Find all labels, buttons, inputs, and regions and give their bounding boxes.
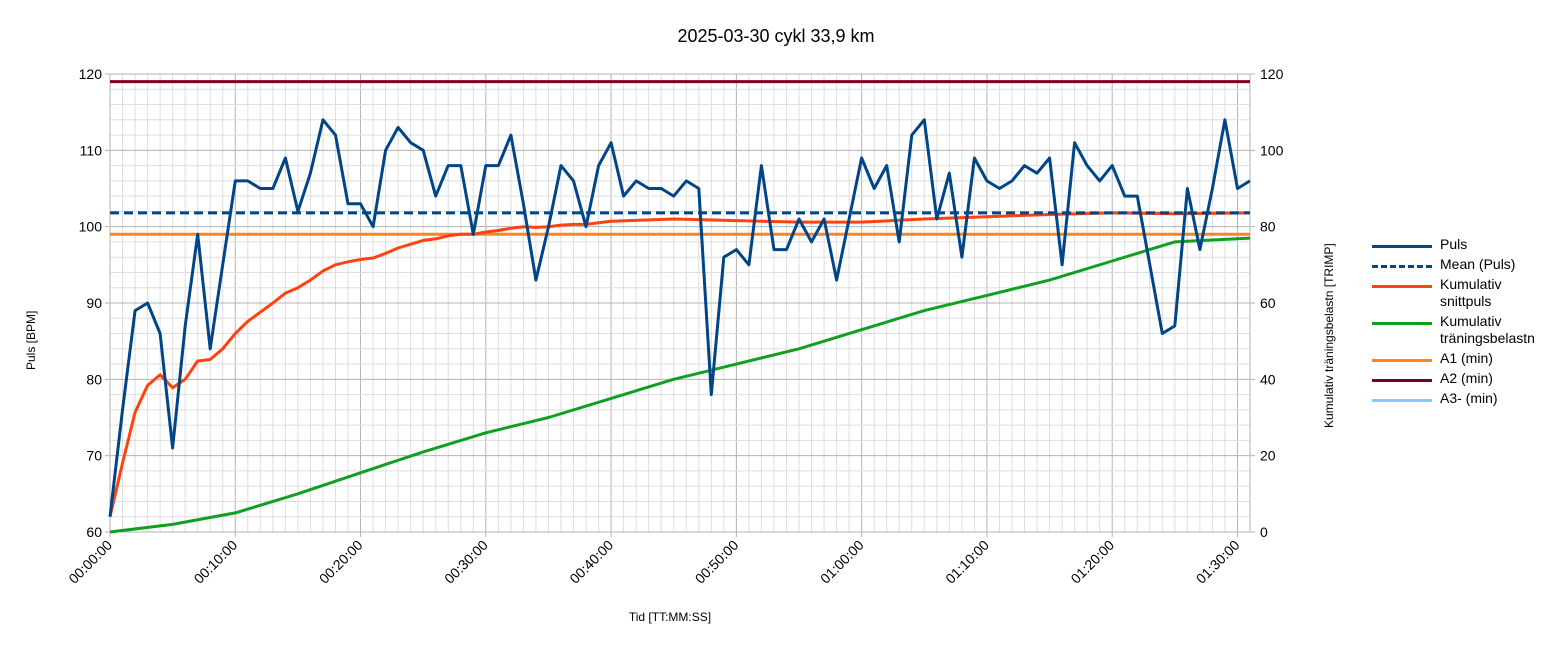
legend-label: A1 (min): [1440, 350, 1493, 366]
y-left-tick-label: 80: [86, 371, 102, 387]
y-right-tick-label: 60: [1260, 295, 1276, 311]
x-tick-label: 00:50:00: [692, 537, 742, 587]
y-axis-left-label: Puls [BPM]: [24, 310, 38, 370]
y-left-tick-label: 70: [86, 448, 102, 464]
legend-label: Kumulativ snittpuls: [1440, 276, 1502, 309]
x-tick-label: 00:40:00: [566, 537, 616, 587]
legend-item: Kumulativ träningsbelastn: [1372, 313, 1550, 347]
y-right-tick-label: 20: [1260, 448, 1276, 464]
y-right-tick-label: 120: [1260, 66, 1284, 82]
x-tick-label: 00:10:00: [191, 537, 241, 587]
series-line-kumulativ-träningsbelastn: [109, 236, 1251, 534]
y-right-tick-label: 40: [1260, 371, 1276, 387]
series-line-puls: [108, 118, 1251, 517]
legend-item: Mean (Puls): [1372, 256, 1550, 273]
legend-item: Puls: [1372, 236, 1550, 253]
legend-item: A3- (min): [1372, 390, 1550, 407]
legend-item: Kumulativ snittpuls: [1372, 276, 1550, 310]
y-left-tick-label: 110: [80, 142, 103, 158]
y-left-tick-label: 90: [86, 295, 102, 311]
legend-swatch: [1372, 265, 1432, 268]
chart-title: 2025-03-30 cykl 33,9 km: [677, 26, 875, 46]
legend-swatch: [1372, 359, 1432, 362]
legend-label: Puls: [1440, 236, 1468, 252]
y-right-tick-label: 80: [1260, 219, 1276, 235]
x-tick-label: 00:30:00: [441, 537, 491, 587]
legend-swatch: [1372, 245, 1432, 248]
x-tick-label: 01:30:00: [1193, 537, 1243, 587]
y-left-tick-label: 120: [79, 66, 103, 82]
legend-item: A1 (min): [1372, 350, 1550, 367]
y-left-tick-label: 100: [79, 219, 103, 235]
y-right-tick-label: 100: [1260, 142, 1284, 158]
legend-swatch: [1372, 379, 1432, 382]
legend-swatch: [1372, 399, 1432, 402]
legend: Puls Mean (Puls) Kumulativ snittpuls Kumula…: [1372, 236, 1550, 410]
y-axis-right-label: Kumulativ träningsbelastn [TRIMP]: [1322, 243, 1336, 428]
y-right-tick-label: 0: [1260, 524, 1268, 540]
legend-item: A2 (min): [1372, 370, 1550, 387]
series-line-kumulativ-snittpuls: [108, 211, 1251, 518]
x-axis-label: Tid [TT:MM:SS]: [628, 610, 712, 624]
x-tick-label: 01:10:00: [942, 537, 992, 587]
x-tick-label: 01:00:00: [817, 537, 867, 587]
legend-label: A2 (min): [1440, 370, 1493, 386]
legend-label: Mean (Puls): [1440, 256, 1516, 272]
x-tick-label: 00:20:00: [316, 537, 366, 587]
y-left-tick-label: 60: [86, 524, 102, 540]
legend-label: Kumulativ träningsbelastn: [1440, 313, 1535, 346]
legend-swatch: [1372, 285, 1432, 288]
x-tick-label: 00:00:00: [65, 537, 115, 587]
legend-label: A3- (min): [1440, 390, 1498, 406]
legend-swatch: [1372, 322, 1432, 325]
x-tick-label: 01:20:00: [1067, 537, 1117, 587]
